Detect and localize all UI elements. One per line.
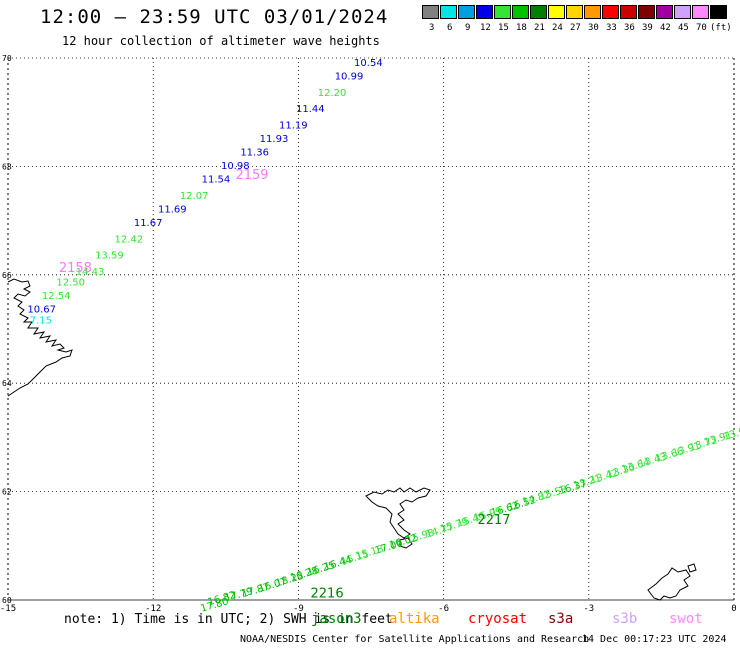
legend-swatch-9 <box>458 5 475 19</box>
generated-timestamp: 14 Dec 00:17:23 UTC 2024 <box>582 634 727 645</box>
legend-swatch-39 <box>638 5 655 19</box>
coastlines <box>7 278 697 601</box>
pass-time-label: 2158 <box>59 261 92 276</box>
satellite-legend: jason3 altika cryosat s3a s3b swot <box>0 611 740 629</box>
legend-label: 21 <box>534 23 545 33</box>
credit-line: NOAA/NESDIS Center for Satellite Applica… <box>240 634 590 645</box>
satellite-s3b: s3b <box>612 611 638 627</box>
legend-swatch-33 <box>602 5 619 19</box>
legend-label: 70 <box>696 23 707 33</box>
wave-height-label: 11.36 <box>240 148 269 159</box>
legend-swatch-ft <box>710 5 727 19</box>
graticule <box>7 57 735 601</box>
legend-label: 27 <box>570 23 581 33</box>
legend-label: 12 <box>480 23 491 33</box>
wave-height-label: 12.07 <box>180 191 209 202</box>
lon-tick-label: -9 <box>293 604 304 614</box>
faroe-islands-coastline <box>365 487 431 539</box>
wave-height-label: 11.69 <box>158 204 187 215</box>
legend-label: 42 <box>660 23 671 33</box>
shetland-coastline <box>647 567 691 601</box>
legend-label: 15 <box>498 23 509 33</box>
satellite-cryosat: cryosat <box>468 611 528 627</box>
lon-tick-label: -12 <box>145 604 161 614</box>
shetland-islet <box>687 563 697 573</box>
legend-swatch-36 <box>620 5 637 19</box>
legend-swatch-3 <box>422 5 439 19</box>
legend-label: 45 <box>678 23 689 33</box>
legend-label: 33 <box>606 23 617 33</box>
legend-label: 30 <box>588 23 599 33</box>
wave-height-label: 13.59 <box>95 251 124 262</box>
legend-label: 18 <box>516 23 527 33</box>
lon-tick-label: 0 <box>731 604 736 614</box>
pass-time-label: 2217 <box>477 513 510 528</box>
wave-height-label: 7.15 <box>30 316 52 327</box>
legend-swatch-24 <box>548 5 565 19</box>
footer-note: note: 1) Time is in UTC; 2) SWH is in fe… <box>64 612 393 627</box>
wave-height-label: 11.44 <box>296 104 325 115</box>
legend-label: (ft) <box>710 23 732 33</box>
legend-swatch-15 <box>494 5 511 19</box>
wave-height-label: 10.99 <box>335 72 364 83</box>
lat-tick-label: 66 <box>2 271 12 280</box>
legend-swatch-42 <box>656 5 673 19</box>
wave-height-label: 14.43 <box>76 267 105 278</box>
lat-tick-label: 68 <box>2 162 12 171</box>
legend-label: 36 <box>624 23 635 33</box>
legend-swatch-12 <box>476 5 493 19</box>
legend-swatch-6 <box>440 5 457 19</box>
wave-height-label: 11.19 <box>279 120 308 131</box>
pass-time-label: 2216 <box>311 586 344 601</box>
lon-tick-label: -6 <box>438 604 449 614</box>
legend-swatch-70 <box>692 5 709 19</box>
legend-swatch-21 <box>530 5 547 19</box>
wave-height-label: 12.50 <box>56 278 85 289</box>
legend-label: 39 <box>642 23 653 33</box>
wave-height-label: 11.67 <box>134 218 163 229</box>
legend-label: 24 <box>552 23 563 33</box>
faroe-island-south <box>399 537 413 549</box>
lon-tick-label: -3 <box>583 604 594 614</box>
altimeter-track-north: 10.54 10.99 12.20 11.44 11.19 11.93 11.36 10.98… <box>27 58 382 326</box>
wave-height-label: 10.54 <box>354 58 383 69</box>
legend-swatch-18 <box>512 5 529 19</box>
wave-height-label: 11.54 <box>202 175 231 186</box>
legend-swatch-27 <box>566 5 583 19</box>
axis-labels: -15 -12 -9 -6 -3 0 70 68 66 64 62 60 <box>0 54 737 614</box>
legend-swatch-30 <box>584 5 601 19</box>
lat-tick-label: 64 <box>2 379 12 388</box>
wave-height-label: 11.93 <box>260 134 289 145</box>
pass-time-label: 2159 <box>235 168 268 183</box>
lat-tick-label: 60 <box>2 596 12 605</box>
wave-height-label: 12.20 <box>318 88 347 99</box>
wave-height-label: 10.67 <box>27 305 56 316</box>
legend-swatch-45 <box>674 5 691 19</box>
page-subtitle: 12 hour collection of altimeter wave hei… <box>62 34 380 48</box>
satellite-swot: swot <box>669 611 703 627</box>
satellite-s3a: s3a <box>548 611 574 627</box>
altimeter-track-south: 13.9213.9113.7213.9113.6613.4313.6413.30… <box>199 425 740 615</box>
iceland-coastline <box>7 278 73 397</box>
wave-height-label: 12.54 <box>42 291 71 302</box>
page-title: 12:00 – 23:59 UTC 03/01/2024 <box>40 6 389 28</box>
satellite-jason3: jason3 <box>311 611 362 627</box>
legend-label: 3 <box>429 23 435 33</box>
wave-height-label: 12.42 <box>114 234 143 245</box>
lon-tick-label: -15 <box>0 604 16 614</box>
legend-label: 9 <box>465 23 471 33</box>
legend-label: 6 <box>447 23 453 33</box>
lat-tick-label: 70 <box>2 54 12 63</box>
satellite-altika: altika <box>389 611 440 627</box>
lat-tick-label: 62 <box>2 488 12 497</box>
wave-height-label: 10.98 <box>221 161 250 172</box>
